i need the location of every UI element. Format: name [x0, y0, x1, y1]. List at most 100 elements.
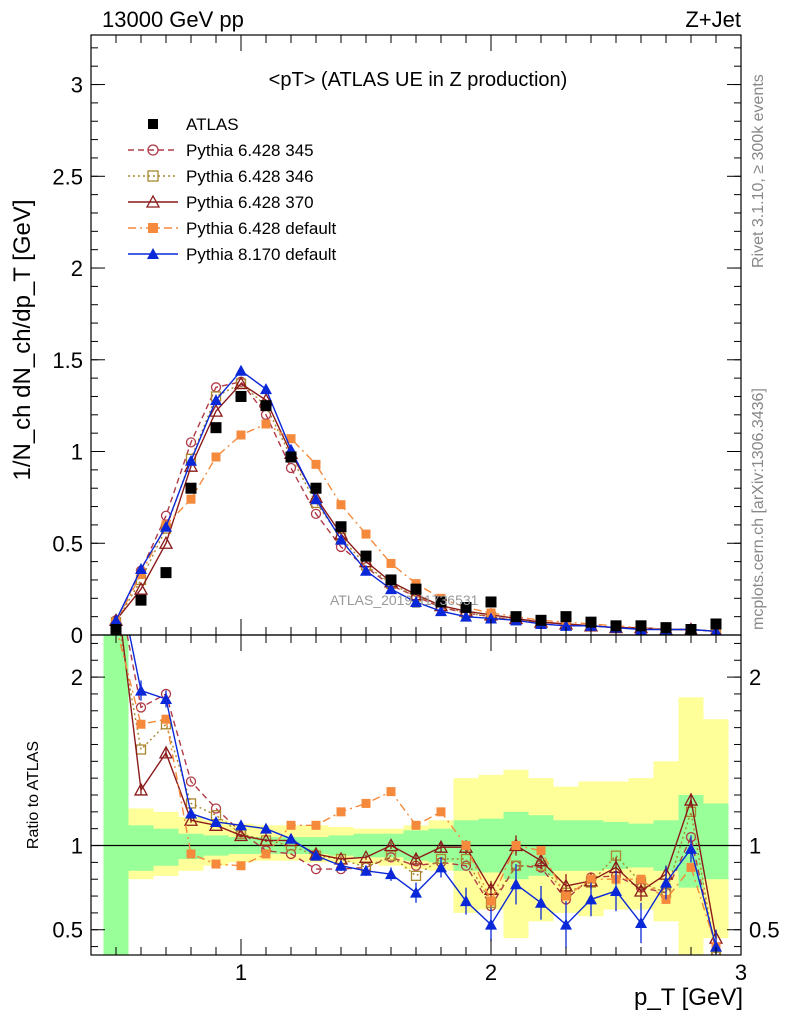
x-axis-title: p_T [GeV] [634, 984, 743, 1011]
marker-triangle [585, 893, 597, 905]
y-tick-label: 1 [71, 440, 83, 465]
band-inner [153, 828, 179, 866]
marker-triangle [435, 861, 447, 873]
marker-square [561, 891, 571, 901]
y-tick-label: 2.5 [52, 164, 83, 189]
marker-triangle [135, 684, 147, 696]
marker-square [148, 223, 158, 233]
marker-square [136, 719, 146, 729]
marker-square [336, 807, 346, 817]
marker-circle-open [310, 508, 322, 520]
marker-triangle [435, 605, 447, 617]
marker-square [361, 529, 371, 539]
marker-triangle-open [258, 833, 274, 847]
marker-square [385, 574, 397, 586]
marker-triangle [485, 612, 497, 624]
marker-triangle [160, 520, 172, 532]
marker-square [261, 849, 271, 859]
marker-triangle [135, 562, 147, 574]
axis-ticks: 00.511.522.530.5 0.51 12 21 2 3 [52, 35, 780, 985]
y-axis-title: 1/N_ch dN_ch/dp_T [GeV] [9, 199, 36, 480]
legend-item: ATLAS [148, 115, 239, 134]
marker-square [310, 482, 322, 494]
legend-item: Pythia 6.428 346 [128, 167, 314, 186]
marker-square [461, 841, 471, 851]
marker-triangle [285, 832, 297, 844]
marker-square [635, 620, 647, 632]
marker-triangle-open [558, 878, 574, 892]
marker-triangle [210, 394, 222, 406]
marker-square [636, 874, 646, 884]
series-atlas-data [110, 390, 722, 635]
marker-triangle [235, 819, 247, 831]
ratio-series-layer [112, 572, 724, 955]
marker-square-open [460, 853, 472, 865]
marker-square [586, 874, 596, 884]
x-tick-label: 3 [735, 960, 747, 985]
y-tick-label: 1.5 [52, 348, 83, 373]
marker-triangle [635, 917, 647, 928]
marker-triangle [510, 878, 522, 890]
legend-label: Pythia 6.428 default [186, 219, 337, 238]
marker-square [161, 714, 171, 724]
marker-circle-open [185, 437, 197, 448]
marker-triangle-open [133, 782, 149, 796]
marker-triangle-open [233, 376, 249, 390]
marker-triangle [260, 383, 272, 395]
marker-triangle-open [158, 745, 174, 759]
marker-square [211, 452, 221, 462]
header-left: 13000 GeV pp [102, 7, 244, 32]
marker-triangle-open [183, 458, 199, 472]
legend-item: Pythia 8.170 default [128, 245, 337, 264]
legend-label: Pythia 6.428 370 [186, 193, 314, 212]
marker-square [411, 820, 421, 830]
legend-label: Pythia 6.428 346 [186, 167, 314, 186]
marker-triangle [360, 864, 372, 876]
marker-triangle [160, 693, 172, 704]
marker-square [511, 841, 521, 851]
marker-square [135, 594, 147, 606]
marker-square [261, 419, 271, 429]
marker-square [386, 558, 396, 568]
marker-square [585, 616, 597, 628]
ratio-tick-label-right: 0.5 [749, 918, 780, 943]
marker-square [436, 807, 446, 817]
marker-square [386, 787, 396, 797]
marker-triangle-open [158, 535, 174, 549]
legend: ATLAS Pythia 6.428 345 Pythia 6.428 346 Pyt… [128, 115, 337, 264]
x-tick-label: 2 [485, 960, 497, 985]
marker-circle-open [147, 144, 159, 156]
marker-square [185, 482, 197, 494]
marker-triangle [410, 886, 422, 898]
marker-square [560, 611, 572, 623]
marker-circle-open [112, 572, 121, 581]
marker-square [360, 550, 372, 562]
marker-triangle [335, 533, 347, 545]
legend-item: Pythia 6.428 default [128, 219, 337, 238]
marker-triangle [260, 822, 272, 834]
band-inner [103, 635, 129, 955]
marker-triangle-open [233, 828, 249, 842]
marker-square [486, 896, 496, 906]
marker-square [285, 451, 297, 463]
ratio-tick-label-right: 2 [749, 665, 761, 690]
marker-square [210, 422, 222, 434]
marker-square-open [410, 870, 422, 881]
legend-item: Pythia 6.428 345 [128, 141, 314, 160]
marker-square [186, 849, 196, 859]
marker-square [435, 596, 447, 608]
marker-triangle-open [133, 581, 149, 595]
marker-square [235, 390, 247, 402]
marker-triangle-open [145, 194, 161, 208]
marker-triangle [660, 876, 672, 888]
marker-triangle [335, 859, 347, 871]
analysis-watermark: ATLAS_2019_I1736531 [330, 592, 479, 608]
marker-triangle [410, 595, 422, 607]
marker-triangle-open [633, 883, 649, 897]
marker-square [236, 861, 246, 871]
marker-square [336, 500, 346, 510]
band-inner [128, 825, 154, 871]
plot-title: <pT> (ATLAS UE in Z production) [269, 69, 568, 91]
ratio-tick-label-right: 1 [749, 834, 761, 859]
legend-label: ATLAS [186, 115, 239, 134]
